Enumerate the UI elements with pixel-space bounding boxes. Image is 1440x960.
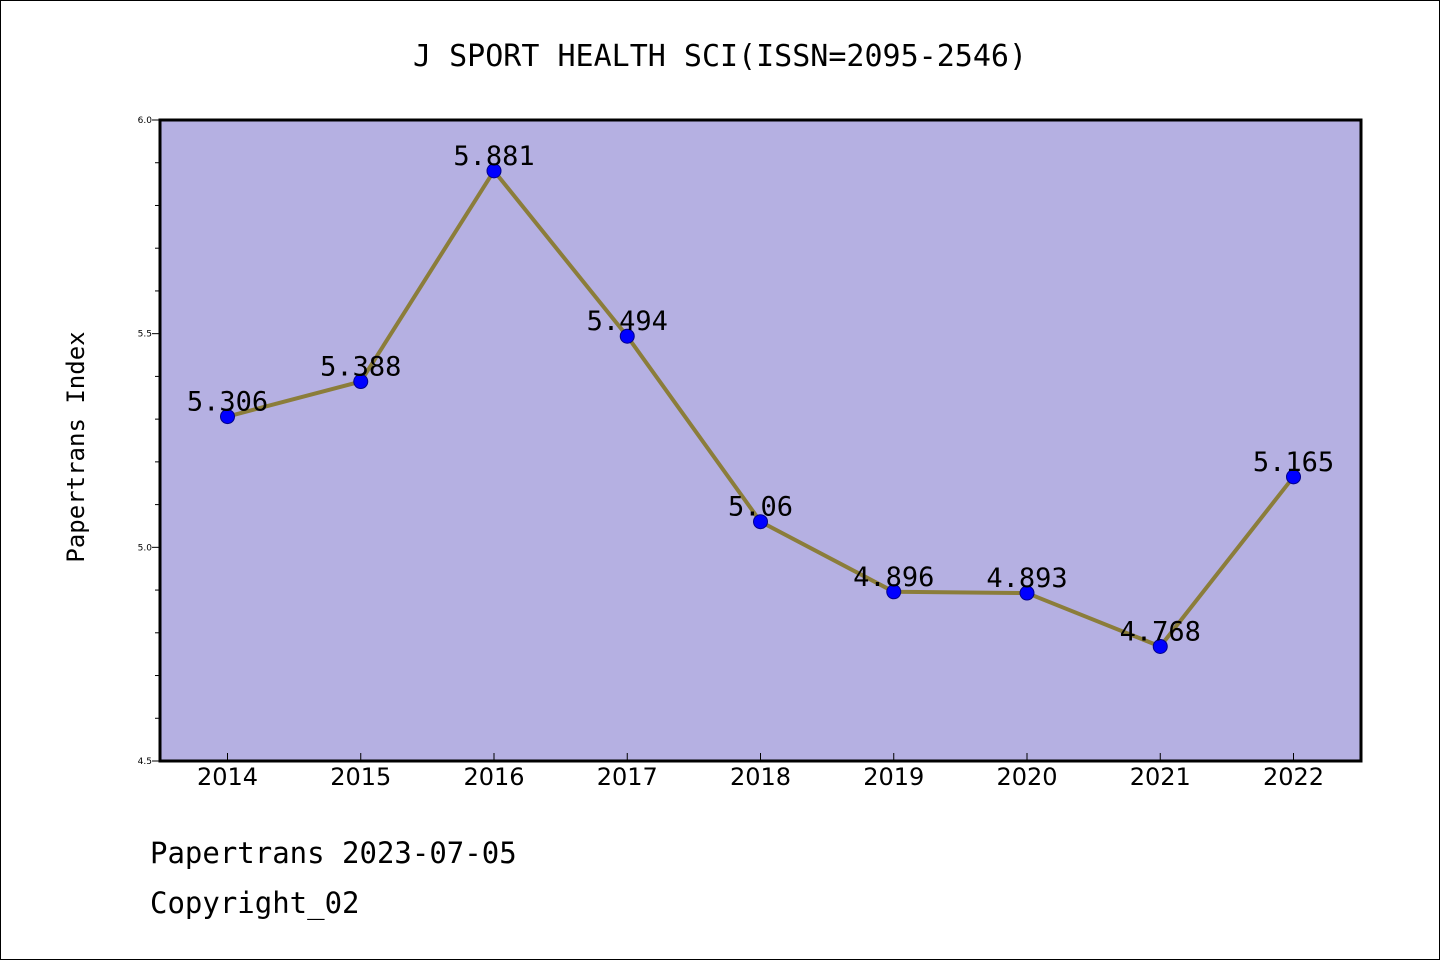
x-tick-label: 2014 [197,763,258,791]
y-axis: 4.5 5.0 5.5 6.0 [138,116,160,767]
x-tick-label: 2015 [330,763,391,791]
x-tick-label: 2020 [996,763,1057,791]
data-point [353,374,369,390]
y-tick-label: 6.0 [138,116,153,126]
y-tick-label: 5.0 [138,543,153,553]
series-markers [220,163,1301,654]
data-point [886,584,902,600]
x-tick-label: 2017 [597,763,658,791]
data-point [1152,638,1168,654]
data-labels: 5.306 5.388 5.881 5.494 5.06 4.896 4.893 4.768 5… [187,141,1334,648]
x-tick-label: 2022 [1263,763,1324,791]
y-axis-label: Papertrans Index [62,331,90,562]
footer-date: Papertrans 2023-07-05 [150,836,517,870]
data-point [753,514,768,530]
data-label: 4.896 [853,562,934,593]
y-tick-label: 5.5 [138,330,152,340]
data-label: 5.06 [728,492,793,523]
x-axis: 2014 2015 2016 2017 2018 2019 2020 2021 2022 [197,753,1324,791]
plot-border [158,118,1363,763]
data-point [1019,585,1035,601]
data-label: 4.768 [1120,616,1201,647]
data-point [220,409,235,425]
data-point [486,163,502,179]
data-label: 5.306 [187,387,268,418]
footer-copyright: Copyright_02 [150,886,360,920]
data-label: 5.494 [587,306,668,337]
y-tick-label: 4.5 [138,757,152,767]
data-label: 5.388 [320,352,401,383]
x-tick-label: 2018 [730,763,791,791]
data-point [619,328,635,344]
chart-title: J SPORT HEALTH SCI(ISSN=2095-2546) [413,39,1027,74]
data-point [1286,469,1301,485]
plot-area [160,120,1361,761]
x-tick-label: 2019 [863,763,924,791]
x-tick-label: 2021 [1130,763,1191,791]
data-label: 4.893 [986,563,1067,594]
x-tick-label: 2016 [463,763,524,791]
data-label: 5.881 [453,141,534,172]
data-label: 5.165 [1253,447,1334,478]
